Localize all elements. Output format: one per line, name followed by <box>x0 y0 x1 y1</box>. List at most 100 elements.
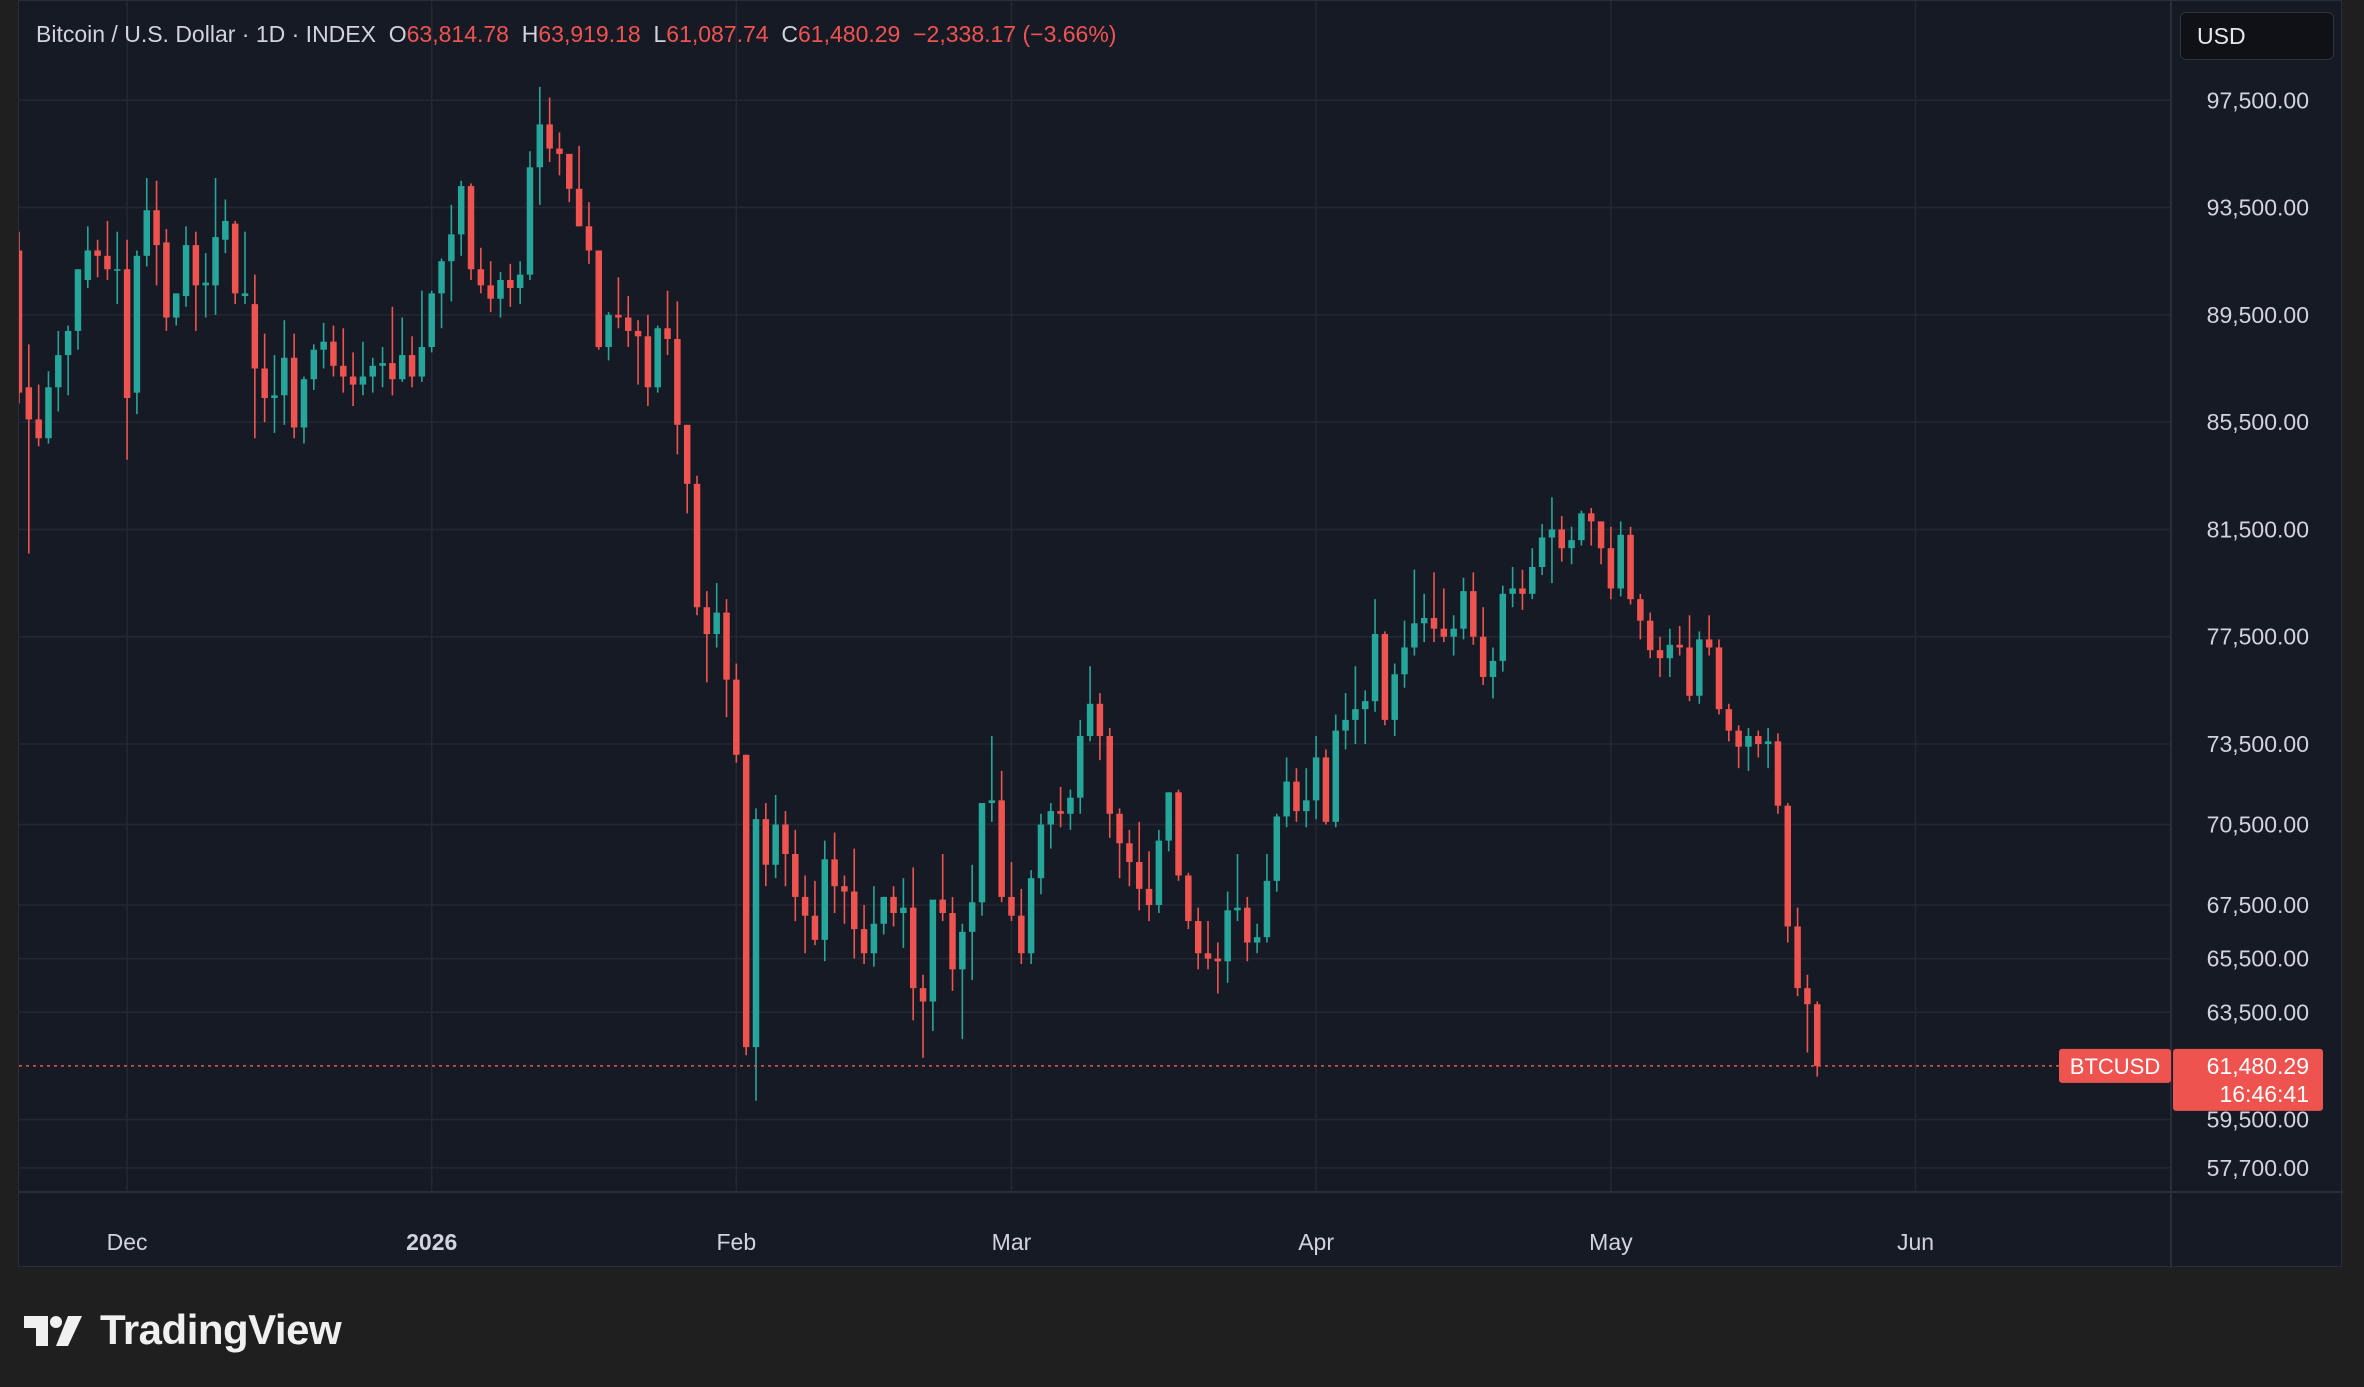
candle <box>1430 572 1438 643</box>
price-badge-value: 61,480.29 <box>2207 1053 2309 1079</box>
candle <box>585 202 593 264</box>
candle-body <box>438 261 445 294</box>
axes <box>19 1 2343 1268</box>
candle <box>290 333 298 439</box>
candle <box>1224 891 1231 983</box>
chart-area[interactable]: 97,500.00 93,500.00 89,500.00 85,500.00 81,5… <box>18 0 2343 1268</box>
ohlc-legend: Bitcoin / U.S. Dollar · 1D · INDEX O63,8… <box>36 18 1116 50</box>
candle-body <box>1008 896 1015 916</box>
candle-body <box>733 679 740 755</box>
candle-body <box>74 269 82 331</box>
candle-body <box>644 336 652 388</box>
candle <box>919 974 927 1058</box>
candle <box>1312 735 1320 820</box>
candle <box>703 591 711 683</box>
candle <box>1145 851 1153 922</box>
candle-body <box>45 387 52 439</box>
candle <box>1194 907 1202 970</box>
candle-body <box>1381 634 1389 720</box>
candle-body <box>241 293 249 297</box>
candle-body <box>624 317 632 331</box>
candle <box>231 220 239 305</box>
candle-body <box>1411 623 1418 648</box>
candle-body <box>1735 730 1742 747</box>
candle <box>389 306 396 396</box>
candle-body <box>526 167 534 275</box>
candle <box>1391 663 1398 736</box>
candle <box>172 293 180 326</box>
candle-body <box>1077 735 1084 798</box>
candle <box>1018 888 1025 964</box>
candle-body <box>1086 703 1094 736</box>
candle-body <box>84 250 92 280</box>
candle <box>320 322 327 369</box>
candle <box>1450 615 1457 656</box>
candle <box>1745 727 1752 771</box>
candle-body <box>1420 617 1428 624</box>
candle <box>418 290 426 382</box>
candle <box>526 151 534 280</box>
candle-body <box>1391 674 1398 720</box>
candle <box>1401 620 1408 688</box>
close-label: C <box>781 21 799 47</box>
tradingview-brand[interactable]: TradingView <box>22 1300 342 1360</box>
candle <box>752 808 760 1101</box>
candle <box>1273 813 1281 892</box>
candle-body <box>762 819 770 865</box>
candle <box>782 811 789 887</box>
x-tick-label: Dec <box>107 1229 148 1255</box>
candle-body <box>1440 628 1448 637</box>
grid-lines <box>19 1 2171 1192</box>
candle-body <box>841 886 848 892</box>
candle-body <box>153 210 160 246</box>
candle-body <box>1371 634 1379 702</box>
candle <box>1755 730 1762 758</box>
candle-body <box>959 931 966 970</box>
currency-button[interactable]: USD <box>2180 12 2334 60</box>
candle-body <box>1509 588 1516 594</box>
candle-body <box>251 304 259 369</box>
candle-body <box>1607 548 1615 589</box>
candle <box>1352 666 1359 745</box>
candle-body <box>1666 644 1674 659</box>
x-tick-label: Mar <box>992 1229 1032 1255</box>
candle <box>55 330 62 412</box>
candle-body <box>615 314 622 318</box>
candle <box>1253 923 1261 954</box>
candle-body <box>104 255 111 270</box>
symbol-title[interactable]: Bitcoin / U.S. Dollar · 1D · INDEX <box>36 21 376 47</box>
candle <box>1538 524 1546 576</box>
candle-body <box>1185 875 1192 922</box>
candle <box>369 357 376 393</box>
candle-body <box>1637 599 1644 621</box>
candle-body <box>1696 639 1703 696</box>
candle <box>133 250 141 415</box>
candle-body <box>1470 591 1477 637</box>
price-badge-countdown: 16:46:41 <box>2219 1081 2309 1107</box>
candle <box>1460 577 1467 640</box>
candle <box>1489 647 1497 699</box>
symbol-badge-label: BTCUSD <box>2070 1054 2160 1079</box>
candle <box>222 199 229 254</box>
candle <box>1106 727 1113 838</box>
candle <box>664 290 671 356</box>
candle <box>45 371 52 444</box>
candle <box>241 231 249 305</box>
candle <box>939 854 946 922</box>
candle-body <box>222 220 229 240</box>
candle <box>713 583 720 648</box>
y-tick-label: 89,500.00 <box>2207 302 2309 328</box>
candle-body <box>851 891 858 930</box>
candle-body <box>114 269 121 271</box>
candle <box>674 301 681 455</box>
candle <box>1047 803 1055 849</box>
candle-body <box>1116 813 1123 844</box>
candlestick-chart[interactable]: 97,500.00 93,500.00 89,500.00 85,500.00 81,5… <box>19 1 2343 1268</box>
candle <box>1735 725 1742 769</box>
candle-body <box>1263 880 1271 938</box>
candle-body <box>1450 628 1457 637</box>
candle <box>1509 566 1516 608</box>
candle-body <box>1214 958 1222 962</box>
candle-body <box>1126 843 1133 863</box>
candle <box>359 341 367 396</box>
